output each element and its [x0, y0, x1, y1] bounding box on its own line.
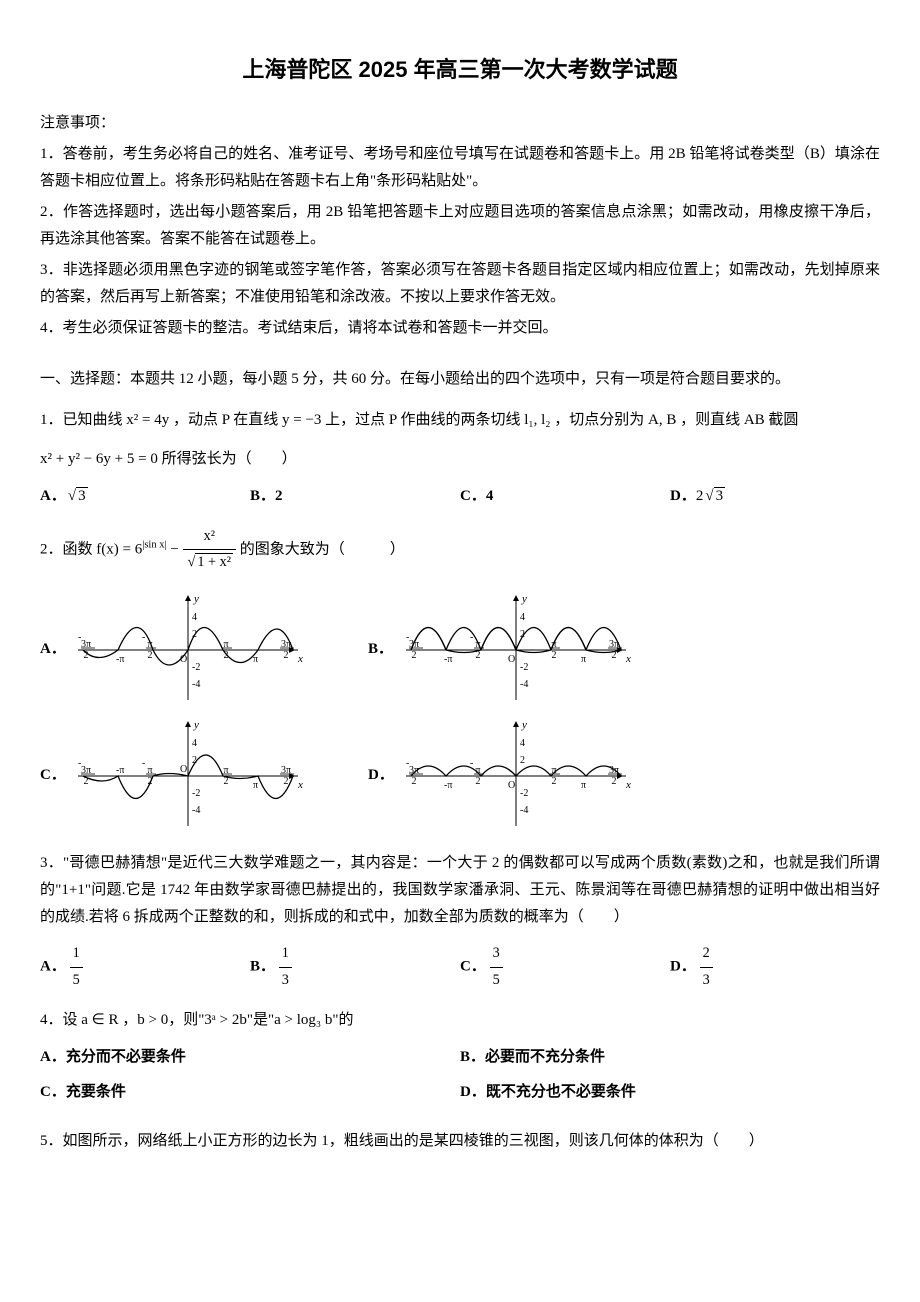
svg-text:O: O — [508, 780, 515, 791]
svg-text:π: π — [253, 780, 258, 791]
q3-text: 3．"哥德巴赫猜想"是近代三大数学难题之一，其内容是：一个大于 2 的偶数都可以… — [40, 850, 880, 931]
svg-text:2: 2 — [284, 776, 289, 787]
notice-item: 1．答卷前，考生务必将自己的姓名、准考证号、考场号和座位号填写在试题卷和答题卡上… — [40, 141, 880, 195]
q1-option-a: A．3 — [40, 483, 250, 510]
question-3: 3．"哥德巴赫猜想"是近代三大数学难题之一，其内容是：一个大于 2 的偶数都可以… — [40, 850, 880, 993]
svg-text:-4: -4 — [520, 679, 528, 690]
svg-text:-: - — [78, 758, 81, 769]
svg-text:y: y — [521, 593, 527, 605]
svg-text:y: y — [193, 719, 199, 731]
q2-exp: |sin x| — [142, 539, 166, 550]
svg-text:x: x — [625, 653, 631, 665]
svg-text:-: - — [406, 758, 409, 769]
svg-text:-2: -2 — [520, 788, 528, 799]
svg-text:2: 2 — [284, 650, 289, 661]
svg-text:2: 2 — [552, 650, 557, 661]
q3-option-b: B． 13 — [250, 941, 460, 993]
q2-minus: − — [170, 541, 182, 557]
svg-text:O: O — [180, 764, 187, 775]
chart-icon: x y O 4 2 -2 -4 3π 2 - -π π 2 - π — [68, 590, 308, 710]
q1-option-d: D．23 — [670, 483, 880, 510]
section-heading: 一、选择题：本题共 12 小题，每小题 5 分，共 60 分。在每小题给出的四个… — [40, 366, 880, 393]
q2-graph-c: C． x y O 4 2 -2 -4 3π 2 - — [40, 716, 308, 836]
q4-option-d: D．既不充分也不必要条件 — [460, 1079, 880, 1106]
question-5: 5．如图所示，网络纸上小正方形的边长为 1，粗线画出的是某四棱锥的三视图，则该几… — [40, 1128, 880, 1155]
svg-text:-: - — [142, 758, 145, 769]
page-title: 上海普陀区 2025 年高三第一次大考数学试题 — [40, 50, 880, 90]
svg-text:-2: -2 — [192, 662, 200, 673]
q5-text: 5．如图所示，网络纸上小正方形的边长为 1，粗线画出的是某四棱锥的三视图，则该几… — [40, 1128, 880, 1155]
question-2: 2．函数 f(x) = 6|sin x| − x² 1 + x² 的图象大致为（… — [40, 524, 880, 836]
q2-graph-d: D． x y O 4 2 -2 -4 3π 2 - — [368, 716, 636, 836]
svg-text:4: 4 — [192, 612, 197, 623]
svg-text:4: 4 — [520, 612, 525, 623]
svg-text:4: 4 — [192, 738, 197, 749]
svg-text:y: y — [521, 719, 527, 731]
svg-text:π: π — [581, 780, 586, 791]
notice-item: 4．考生必须保证答题卡的整洁。考试结束后，请将本试卷和答题卡一并交回。 — [40, 315, 880, 342]
q4-text: 4．设 a ∈ R ，b > 0，则"3ᵃ > 2b"是"a > log₃ b"… — [40, 1007, 880, 1034]
svg-text:2: 2 — [520, 755, 525, 766]
q2-fx: f(x) = 6 — [96, 541, 142, 557]
svg-text:O: O — [508, 654, 515, 665]
svg-text:-: - — [78, 632, 81, 643]
notice-item: 3．非选择题必须用黑色字迹的钢笔或签字笔作答，答案必须写在答题卡各题目指定区域内… — [40, 257, 880, 311]
svg-text:2: 2 — [412, 650, 417, 661]
svg-text:4: 4 — [520, 738, 525, 749]
svg-text:2: 2 — [148, 650, 153, 661]
q4-option-c: C．充要条件 — [40, 1079, 460, 1106]
svg-text:y: y — [193, 593, 199, 605]
q2-graph-b: B． x y O 4 2 -2 -4 3π 2 - — [368, 590, 636, 710]
q4-option-b: B．必要而不充分条件 — [460, 1044, 880, 1071]
question-1: 1．已知曲线 x² = 4y ，动点 P 在直线 y = −3 上，过点 P 作… — [40, 407, 880, 510]
notice-item: 2．作答选择题时，选出每小题答案后，用 2B 铅笔把答题卡上对应题目选项的答案信… — [40, 199, 880, 253]
q1-option-b: B．2 — [250, 483, 460, 510]
svg-text:-π: -π — [444, 780, 452, 791]
svg-text:-2: -2 — [520, 662, 528, 673]
svg-text:-4: -4 — [520, 805, 528, 816]
svg-text:-π: -π — [116, 765, 124, 776]
svg-text:-4: -4 — [192, 805, 200, 816]
svg-text:π: π — [581, 654, 586, 665]
svg-text:2: 2 — [476, 776, 481, 787]
q4-option-a: A．充分而不必要条件 — [40, 1044, 460, 1071]
svg-text:-2: -2 — [192, 788, 200, 799]
q3-option-a: A． 15 — [40, 941, 250, 993]
q3-option-c: C． 35 — [460, 941, 670, 993]
svg-text:2: 2 — [552, 776, 557, 787]
q1-text-line1: 1．已知曲线 x² = 4y ，动点 P 在直线 y = −3 上，过点 P 作… — [40, 407, 880, 434]
svg-text:x: x — [625, 779, 631, 791]
svg-text:x: x — [297, 779, 303, 791]
q2-fraction: x² 1 + x² — [183, 524, 237, 576]
svg-text:2: 2 — [412, 776, 417, 787]
notice-heading: 注意事项： — [40, 110, 880, 137]
chart-icon: x y O 4 2 -2 -4 3π 2 - -π π 2 - π — [68, 716, 308, 836]
chart-icon: x y O 4 2 -2 -4 3π 2 - -π π 2 - π — [396, 716, 636, 836]
svg-text:-π: -π — [116, 654, 124, 665]
q1-option-c: C．4 — [460, 483, 670, 510]
svg-text:x: x — [297, 653, 303, 665]
q2-suffix: 的图象大致为（ ） — [240, 541, 405, 557]
svg-text:-π: -π — [444, 654, 452, 665]
q3-option-d: D． 23 — [670, 941, 880, 993]
chart-icon: x y O 4 2 -2 -4 3π 2 - -π π 2 - π — [396, 590, 636, 710]
q1-text-line2: x² + y² − 6y + 5 = 0 所得弦长为（ ） — [40, 446, 880, 473]
q2-graph-a: A． x y O 4 2 -2 -4 3π 2 - — [40, 590, 308, 710]
q2-prefix: 2．函数 — [40, 541, 96, 557]
question-4: 4．设 a ∈ R ，b > 0，则"3ᵃ > 2b"是"a > log₃ b"… — [40, 1007, 880, 1114]
svg-text:-: - — [406, 632, 409, 643]
svg-text:2: 2 — [612, 776, 617, 787]
svg-text:-4: -4 — [192, 679, 200, 690]
